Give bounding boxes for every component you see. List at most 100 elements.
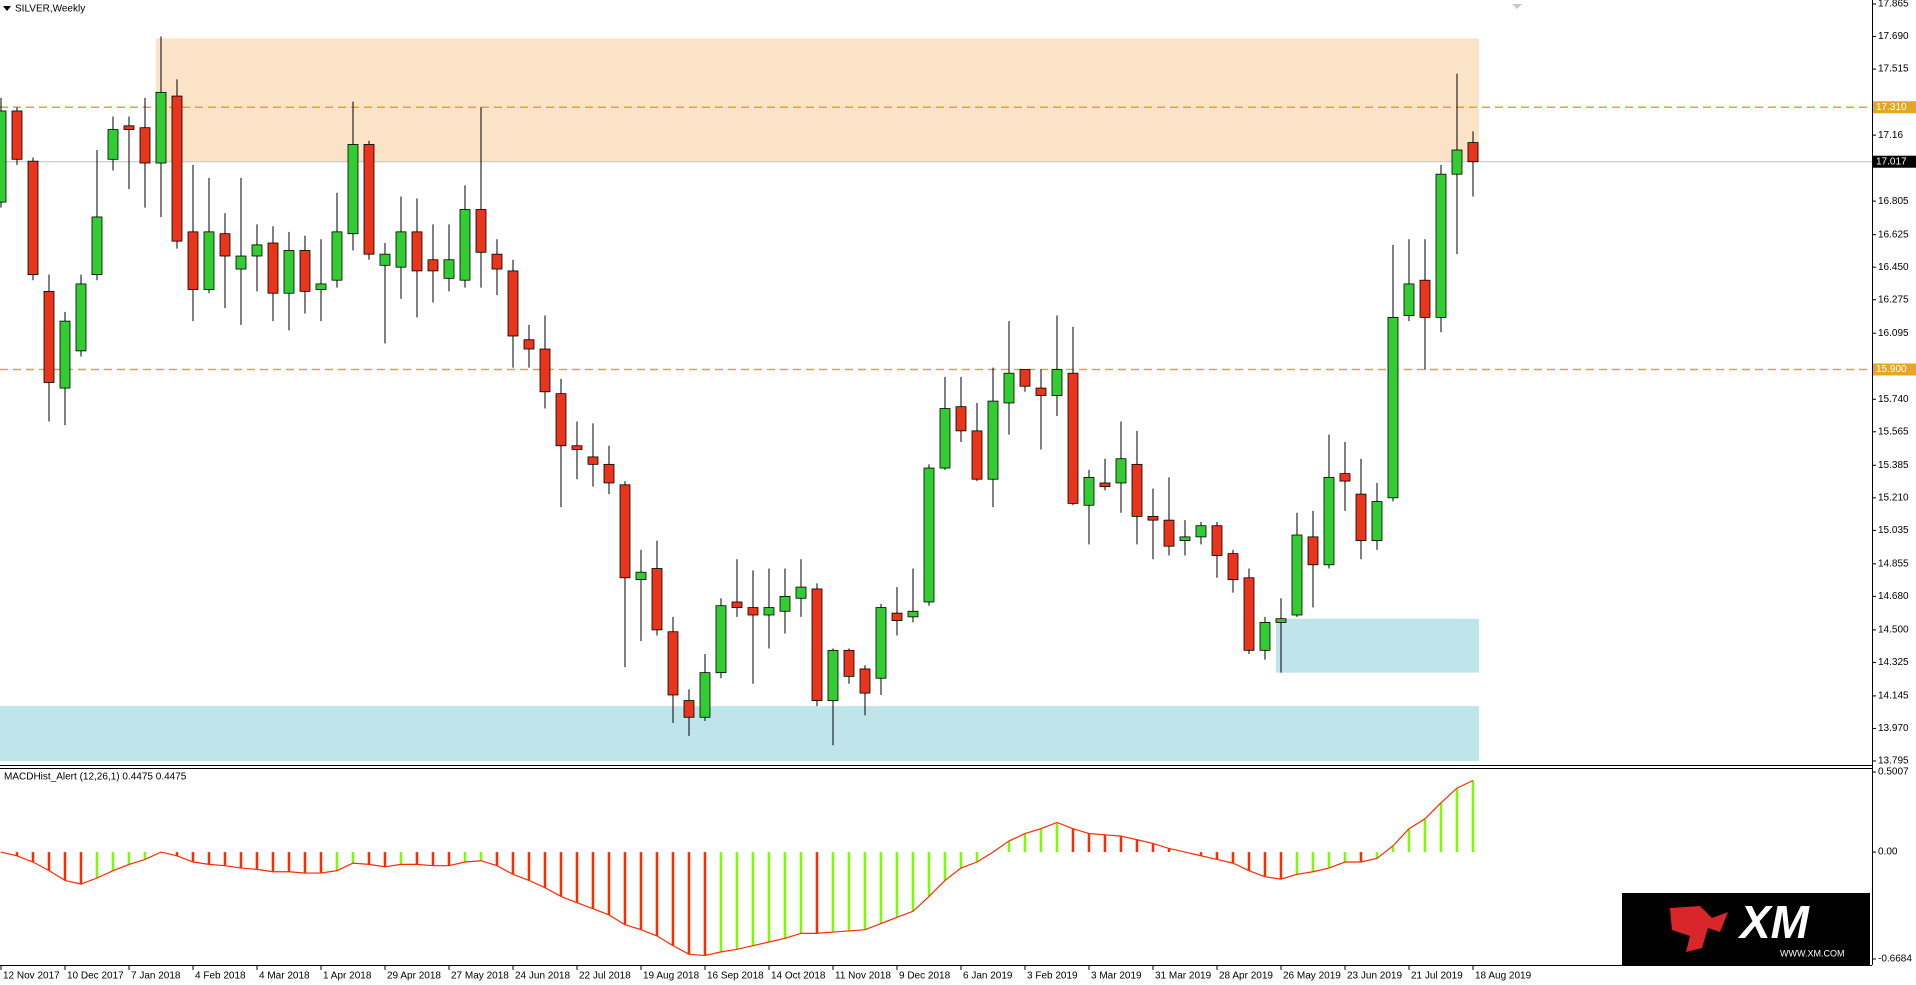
candle-body [379,253,391,266]
candle-body [139,127,151,164]
candle-body [491,253,503,270]
candle-body [1115,458,1127,484]
candle-body [523,339,535,350]
candle-body [331,231,343,281]
candle-body [75,283,87,352]
candle-body [475,209,487,253]
candle-body [219,233,231,257]
zone [1276,618,1479,673]
y-tick-label: 16.275 [1878,294,1909,305]
candle-body [987,400,999,480]
candle-body [363,144,375,255]
candle-body [507,270,519,337]
candle-body [27,160,39,276]
y-tick-label: 15.210 [1878,492,1909,503]
candle-body [891,612,903,621]
candle-body [155,91,167,164]
candle-body [923,467,935,603]
candle-body [235,255,247,270]
x-tick-label: 28 Apr 2019 [1219,971,1273,982]
zone [156,38,1479,162]
candle-body [571,445,583,450]
candle-body [251,244,263,257]
x-tick-label: 14 Oct 2018 [771,971,826,982]
y-tick-label: 17.690 [1878,31,1909,42]
candle-body [411,231,423,272]
candle-body [715,605,727,674]
candle-body [1131,463,1143,517]
candle-body [267,242,279,294]
candle-body [1419,279,1431,318]
candle-body [1339,473,1351,482]
candle-body [203,231,215,290]
candle-body [827,649,839,701]
y-tick-label: 14.325 [1878,657,1909,668]
candle-body [955,406,967,432]
x-tick-label: 19 Aug 2018 [643,971,700,982]
candle-body [187,231,199,290]
x-tick-label: 9 Dec 2018 [899,971,951,982]
y-tick-label: 14.500 [1878,625,1909,636]
logo-bull [1670,906,1728,952]
x-tick-label: 7 Jan 2018 [131,971,181,982]
candle-body [683,700,695,718]
candle-body [1371,501,1383,541]
zones [0,38,1479,761]
candle-body [1195,525,1207,538]
x-tick-label: 11 Nov 2018 [835,971,891,982]
candle-body [299,250,311,292]
x-tick-label: 10 Dec 2017 [67,971,124,982]
candle-body [1147,516,1159,521]
x-tick-label: 1 Apr 2018 [323,971,372,982]
y-tick-label: 17.515 [1878,64,1909,75]
x-tick-label: 21 Jul 2019 [1411,971,1463,982]
candle-body [907,610,919,618]
candle-body [939,408,951,469]
menu-triangle[interactable] [3,6,11,11]
candle-body [1403,283,1415,316]
y-tick-label: 16.450 [1878,262,1909,273]
level-label: 15.900 [1876,364,1907,375]
x-tick-label: 3 Mar 2019 [1091,971,1142,982]
candle-body [747,607,759,616]
x-tick-label: 31 Mar 2019 [1155,971,1212,982]
watermark-box [1622,893,1870,965]
candle-body [619,484,631,579]
candle-body [1355,493,1367,541]
x-tick-label: 4 Feb 2018 [195,971,246,982]
candle-body [1179,536,1191,541]
candle-body [91,216,103,276]
candle-body [1099,482,1111,488]
x-tick-label: 24 Jun 2018 [515,971,570,982]
signal-line [0,779,1474,957]
candle-body [779,595,791,612]
candle-body [347,144,359,235]
y-tick-label: 15.385 [1878,460,1909,471]
candle-body [1275,618,1287,623]
candle-body [1019,369,1031,387]
y-tick-label: 0.5007 [1878,767,1909,778]
candle-body [1323,476,1335,566]
candle-body [427,259,439,272]
y-tick-label: 17.865 [1878,0,1909,10]
candle-body [443,259,455,279]
x-tick-label: 27 May 2018 [451,971,509,982]
x-tick-label: 16 Sep 2018 [707,971,764,982]
level-box [1873,363,1916,376]
candle-body [1307,536,1319,566]
y-tick-label: -0.6684 [1878,954,1912,965]
candle-body [859,668,871,694]
plot [0,36,1872,957]
candle-body [1259,622,1271,651]
candle-body [171,95,183,242]
candle-body [459,209,471,281]
x-tick-label: 23 Jun 2019 [1347,971,1402,982]
y-tick-label: 16.805 [1878,196,1909,207]
x-tick-label: 12 Nov 2017 [3,971,60,982]
y-tick-label: 15.740 [1878,394,1909,405]
y-tick-label: 13.970 [1878,723,1909,734]
candle-body [1451,149,1463,175]
x-tick-label: 26 May 2019 [1283,971,1341,982]
candle-body [1003,372,1015,404]
candle-body [123,125,135,130]
